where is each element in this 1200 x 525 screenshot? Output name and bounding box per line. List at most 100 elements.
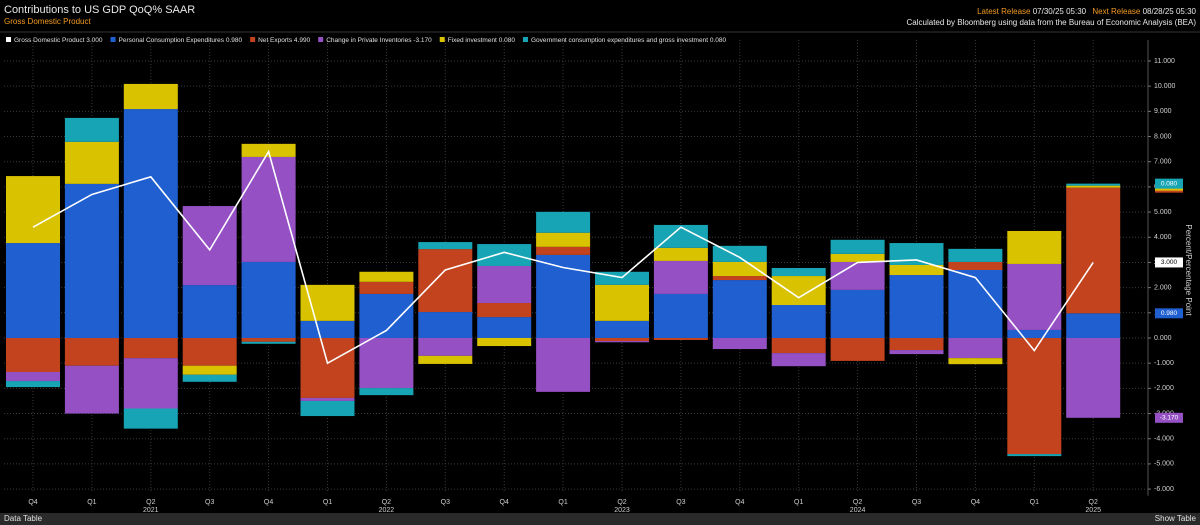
- bar-segment: [712, 276, 767, 281]
- bar-segment: [6, 381, 60, 388]
- bar-segment: [359, 293, 414, 338]
- bar-segment: [123, 337, 178, 359]
- y-tick-label: -1.000: [1154, 360, 1174, 367]
- bar-segment: [300, 397, 355, 401]
- y-tick-label: -6.000: [1154, 486, 1174, 493]
- bar-segment: [1066, 187, 1121, 314]
- bar-segment: [241, 341, 296, 344]
- bar-segment: [418, 242, 473, 250]
- x-tick-label: Q2: [382, 499, 391, 506]
- value-tag-box: [1155, 412, 1183, 423]
- year-label: 2025: [1085, 507, 1101, 514]
- chart-title: Contributions to US GDP QoQ% SAAR: [4, 4, 195, 16]
- value-tag-label: 0.080: [1161, 180, 1178, 187]
- bar-segment: [830, 239, 885, 254]
- bar-segment: [948, 270, 1003, 338]
- bar-segment: [653, 247, 708, 261]
- legend-item: Net Exports 4.990: [250, 37, 311, 44]
- bar-segment: [123, 83, 178, 110]
- bar-segment: [1007, 230, 1062, 264]
- bar-segment: [889, 337, 944, 351]
- y-tick-label: -2.000: [1154, 385, 1174, 392]
- bar-segment: [418, 355, 473, 364]
- bar-segment: [64, 141, 119, 184]
- bar-segment: [830, 289, 885, 338]
- legend-swatch: [6, 37, 11, 42]
- bar-segment: [536, 337, 591, 392]
- show-table-button[interactable]: Show Table: [1155, 514, 1197, 523]
- bar-segment: [241, 156, 296, 262]
- x-tick-label: Q3: [441, 499, 450, 506]
- x-tick-label: Q2: [146, 499, 155, 506]
- legend-value: 0.080: [499, 37, 516, 44]
- bar-segment: [359, 281, 414, 294]
- value-tag: -3.170: [1155, 412, 1183, 423]
- bar-segment: [64, 337, 119, 366]
- bar-segment: [359, 337, 414, 389]
- bar-segment: [6, 243, 60, 338]
- bar-segment: [653, 224, 708, 248]
- bar-segment: [889, 243, 944, 265]
- bar-segment: [712, 280, 767, 338]
- legend-item: Personal Consumption Expenditures 0.980: [110, 37, 243, 44]
- bar-segment: [123, 109, 178, 338]
- bar-segment: [477, 244, 532, 266]
- value-tag-label: -3.170: [1160, 415, 1179, 422]
- y-tick-label: 9.000: [1154, 108, 1172, 115]
- bar-segment: [1066, 313, 1121, 338]
- legend-value: 0.980: [226, 37, 243, 44]
- footer-bar: [0, 513, 1200, 525]
- legend-name: Net Exports: [258, 37, 293, 44]
- y-tick-label: 7.000: [1154, 159, 1172, 166]
- y-tick-label: -5.000: [1154, 461, 1174, 468]
- year-label: 2023: [614, 507, 630, 514]
- bar-segment: [64, 117, 119, 142]
- bar-segment: [64, 183, 119, 338]
- legend-label: Gross Domestic Product 3.000: [14, 37, 103, 44]
- bar-segment: [418, 249, 473, 313]
- bar-segment: [182, 337, 237, 366]
- year-label: 2022: [379, 507, 395, 514]
- bar-segment: [889, 275, 944, 338]
- year-label: 2021: [143, 507, 159, 514]
- bar-segment: [477, 265, 532, 303]
- x-tick-label: Q3: [676, 499, 685, 506]
- latest-release: 07/30/25 05:30: [1033, 7, 1087, 16]
- bar-segment: [300, 400, 355, 417]
- chart-subtitle: Gross Domestic Product: [4, 17, 91, 26]
- x-tick-label: Q1: [1030, 499, 1039, 506]
- bar-segment: [595, 320, 649, 338]
- legend-name: Government consumption expenditures and …: [531, 37, 708, 44]
- x-tick-label: Q4: [500, 499, 509, 506]
- bar-segment: [830, 261, 885, 290]
- y-axis-label: Percent/Percentage Point: [1184, 224, 1193, 316]
- x-tick-label: Q3: [205, 499, 214, 506]
- bar-segment: [771, 267, 826, 277]
- legend-item: Change in Private Inventories -3.170: [318, 37, 432, 44]
- legend-value: 0.080: [710, 37, 727, 44]
- bar-segment: [1066, 185, 1121, 188]
- bar-segment: [771, 337, 826, 354]
- bar-segment: [300, 337, 355, 398]
- bar-segment: [712, 261, 767, 277]
- bar-segment: [300, 320, 355, 338]
- legend-label: Personal Consumption Expenditures 0.980: [119, 37, 243, 44]
- bar-segment: [182, 374, 237, 382]
- y-tick-label: 11.000: [1154, 58, 1175, 65]
- legend-name: Gross Domestic Product: [14, 37, 85, 44]
- y-tick-label: 5.000: [1154, 209, 1172, 216]
- legend-value: 4.990: [294, 37, 311, 44]
- value-tag-label: 0.980: [1161, 310, 1178, 317]
- data-table-button[interactable]: Data Table: [4, 514, 43, 523]
- bar-segment: [595, 284, 649, 321]
- bar-segment: [300, 284, 355, 321]
- gdp-line: [32, 149, 1094, 365]
- bar-segment: [64, 365, 119, 414]
- value-tag-box: [1155, 257, 1183, 268]
- year-label: 2024: [850, 507, 866, 514]
- bar-segment: [948, 358, 1003, 365]
- y-tick-label: 10.000: [1154, 83, 1176, 90]
- y-tick-label: -4.000: [1154, 436, 1174, 443]
- bar-segment: [241, 261, 296, 338]
